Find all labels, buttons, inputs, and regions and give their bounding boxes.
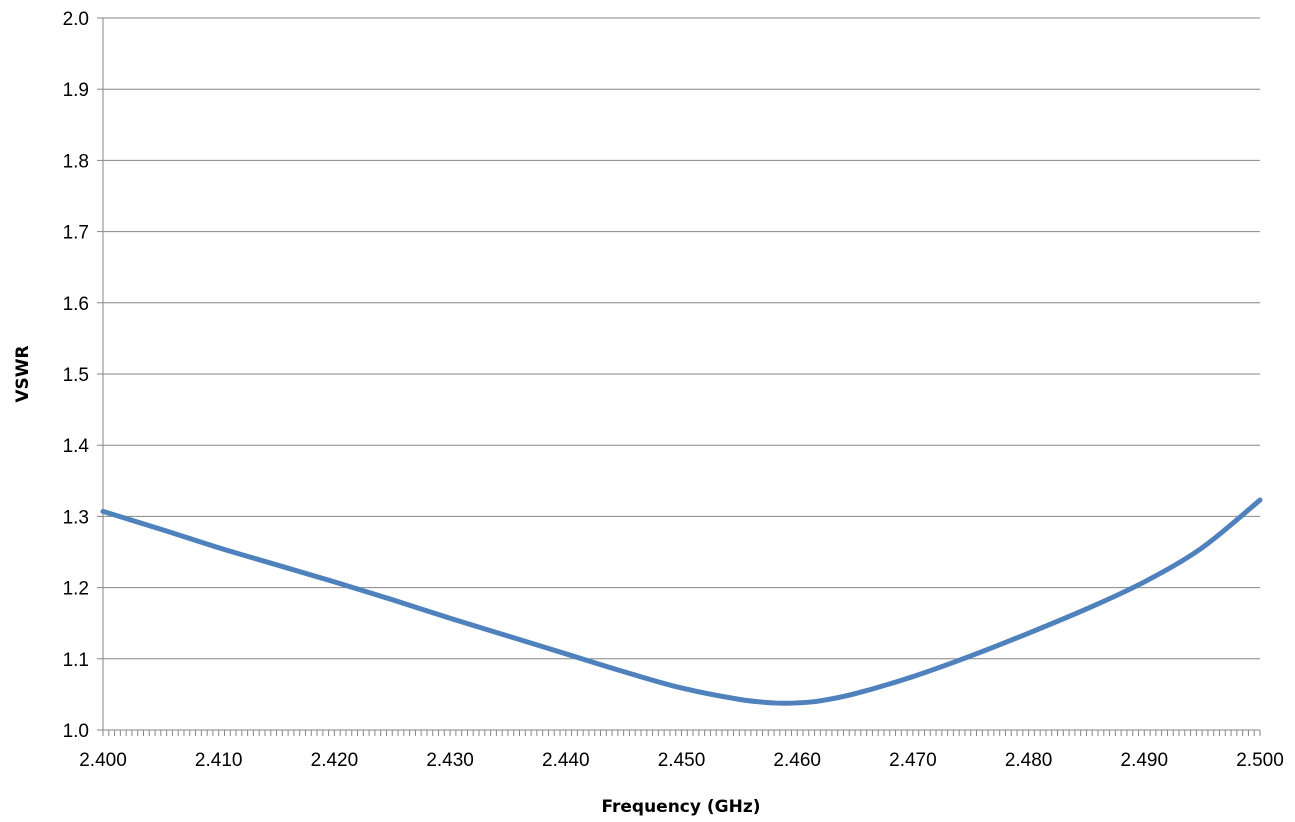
tick-marks [97, 17, 1261, 736]
x-tick-label: 2.400 [79, 750, 127, 771]
x-axis-title: Frequency (GHz) [601, 797, 760, 817]
y-tick-label: 1.8 [63, 151, 89, 172]
gridlines [103, 17, 1260, 660]
x-tick-label: 2.440 [542, 750, 590, 771]
x-tick-label: 2.430 [426, 750, 474, 771]
x-tick-label: 2.480 [1005, 750, 1053, 771]
series-group [100, 497, 1263, 706]
x-tick-label: 2.450 [658, 750, 706, 771]
y-tick-label: 1.6 [63, 294, 89, 315]
y-tick-label: 1.4 [63, 436, 90, 457]
y-tick-label: 1.1 [63, 650, 89, 671]
y-tick-label: 1.9 [63, 80, 89, 101]
y-tick-label: 1.2 [63, 579, 89, 600]
series-line [100, 497, 1263, 706]
y-tick-label: 1.7 [63, 223, 89, 244]
x-tick-labels: 2.400 2.410 2.420 2.430 2.440 2.450 2.460 2.470… [79, 750, 1284, 771]
y-tick-label: 1.3 [63, 507, 89, 528]
x-tick-label: 2.500 [1236, 750, 1284, 771]
y-tick-label: 2.0 [63, 9, 89, 30]
y-tick-label: 1.0 [63, 721, 89, 742]
y-tick-labels: 1.0 1.1 1.2 1.3 1.4 1.5 1.6 1.7 1.8 1.9 2.0 [63, 9, 90, 742]
y-axis-title: VSWR [13, 345, 33, 402]
x-tick-label: 2.470 [889, 750, 937, 771]
x-tick-label: 2.420 [311, 750, 359, 771]
y-tick-label: 1.5 [63, 365, 89, 386]
x-tick-label: 2.410 [195, 750, 243, 771]
x-tick-label: 2.460 [773, 750, 821, 771]
x-tick-label: 2.490 [1121, 750, 1169, 771]
